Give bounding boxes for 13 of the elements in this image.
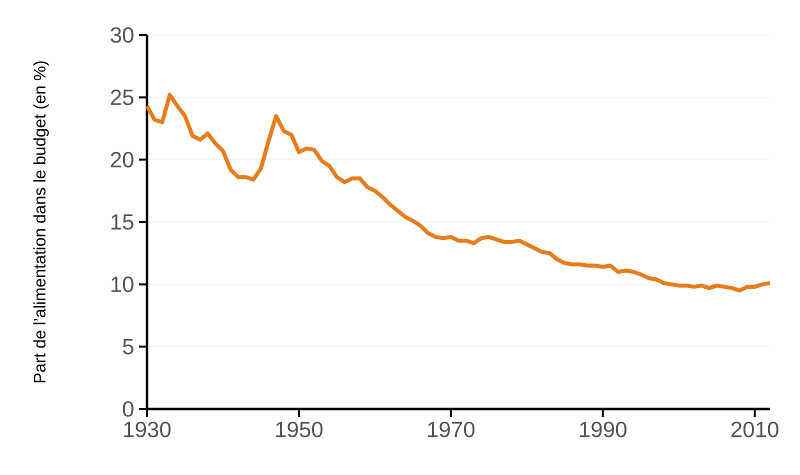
y-tick-label: 10: [111, 276, 134, 292]
x-tick-label: 2010: [731, 422, 778, 438]
y-tick-label: 30: [110, 27, 134, 43]
x-tick-label: 1990: [580, 422, 626, 438]
x-tick-label: 1970: [428, 422, 474, 438]
y-tick-label: 20: [110, 152, 134, 168]
y-tick-label: 0: [122, 401, 134, 417]
y-axis-title: Part de l’alimentation dans le budget (en %): [33, 61, 49, 382]
y-tick-label: 5: [122, 338, 134, 354]
x-tick-label: 1930: [124, 422, 171, 438]
x-tick-label: 1950: [276, 422, 323, 438]
y-tick-label: 15: [111, 214, 134, 230]
y-tick-label: 25: [110, 90, 134, 106]
